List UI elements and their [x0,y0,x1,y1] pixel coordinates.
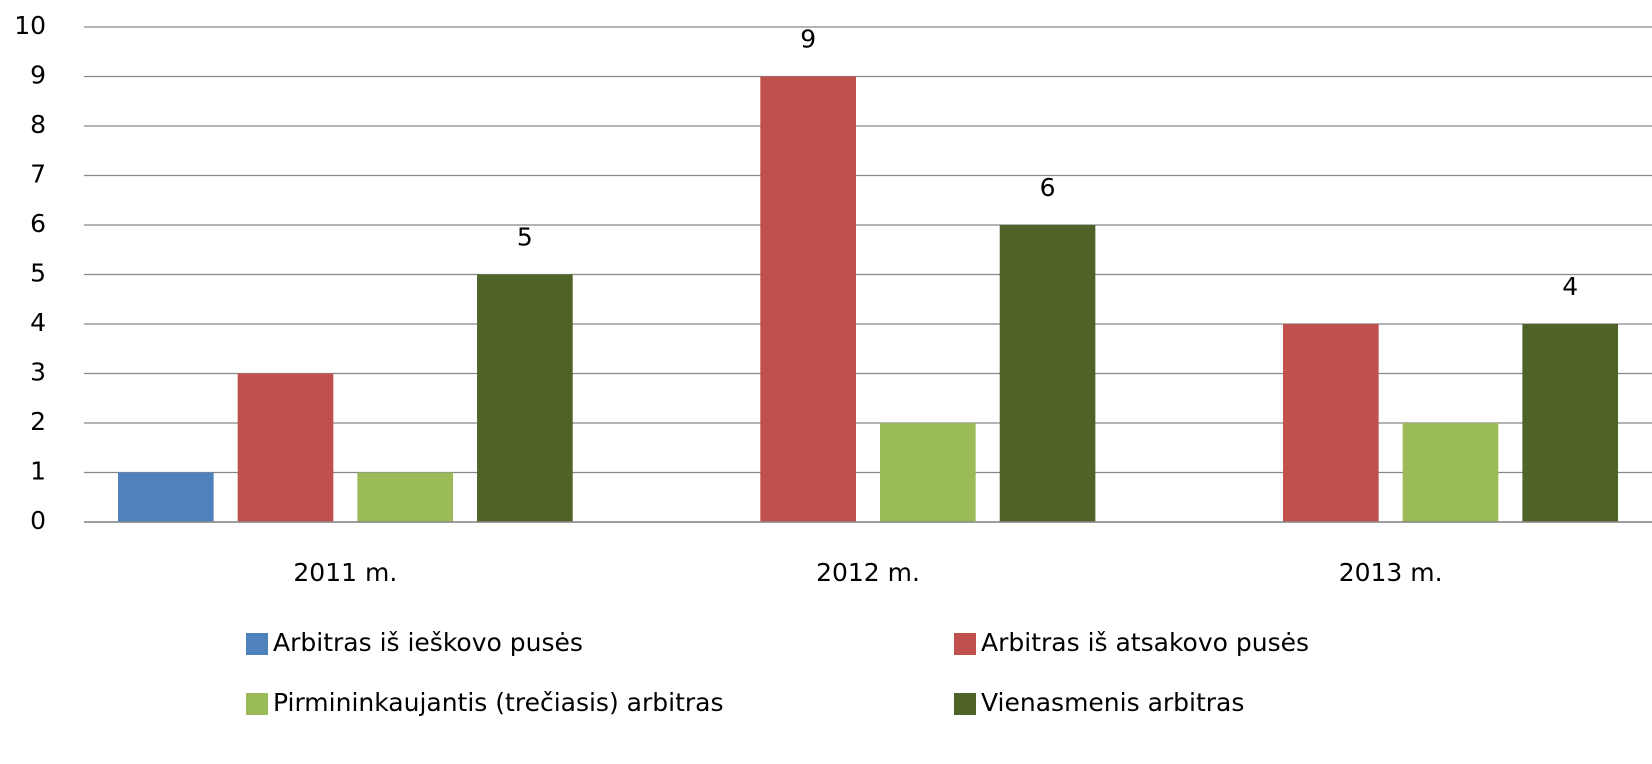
legend-label: Pirmininkaujantis (trečiasis) arbitras [273,688,724,717]
legend-swatch [954,693,976,715]
data-label: 9 [800,25,816,54]
bar [117,472,214,522]
bar [760,76,856,522]
y-tick-label: 1 [30,457,46,486]
y-tick-label: 4 [30,308,46,337]
data-label: 5 [517,223,533,252]
y-tick-label: 2 [30,407,46,436]
bar [1282,324,1379,522]
y-tick-label: 9 [30,61,46,90]
bar [999,225,1096,522]
data-label: 6 [1040,173,1056,202]
legend-label: Arbitras iš atsakovo pusės [981,628,1309,657]
y-tick-label: 10 [14,11,46,40]
y-tick-label: 5 [30,259,46,288]
bar [880,423,976,522]
data-label: 4 [1562,272,1578,301]
bar [1402,423,1499,522]
legend-swatch [954,633,976,655]
bar [1522,324,1619,522]
legend-swatch [246,693,268,715]
y-tick-label: 7 [30,160,46,189]
x-tick-label: 2011 m. [293,558,397,587]
x-tick-label: 2013 m. [1339,558,1443,587]
y-tick-label: 6 [30,209,46,238]
bar [237,373,334,522]
legend-label: Vienasmenis arbitras [981,688,1244,717]
y-tick-label: 8 [30,110,46,139]
y-tick-label: 0 [30,506,46,535]
legend-label: Arbitras iš ieškovo pusės [273,628,583,657]
bar [477,274,573,522]
y-tick-label: 3 [30,358,46,387]
bar [357,472,454,522]
legend-swatch [246,633,268,655]
x-tick-label: 2012 m. [816,558,920,587]
